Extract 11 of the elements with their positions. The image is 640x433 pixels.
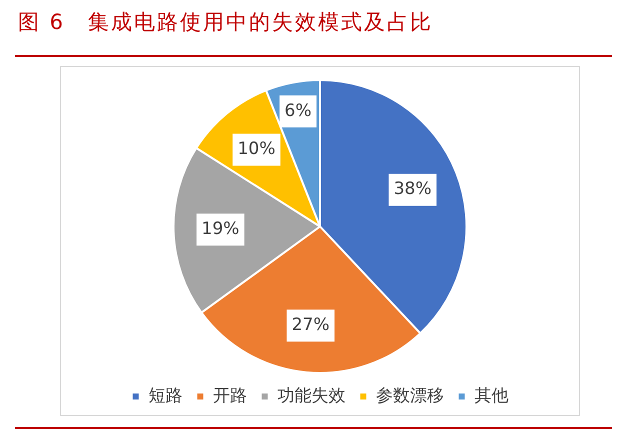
legend-label: 短路 — [148, 386, 182, 406]
legend-label: 参数漂移 — [376, 386, 444, 406]
data-label: 10% — [238, 139, 276, 160]
chart-title: 图 6 集成电路使用中的失效模式及占比 — [18, 9, 434, 36]
data-label: 38% — [394, 179, 432, 200]
legend-label: 开路 — [212, 386, 247, 406]
data-label: 19% — [202, 219, 240, 240]
data-label: 6% — [284, 100, 312, 121]
legend-label: 其他 — [474, 386, 508, 406]
legend-label: 功能失效 — [277, 386, 346, 406]
data-label: 27% — [292, 315, 330, 336]
